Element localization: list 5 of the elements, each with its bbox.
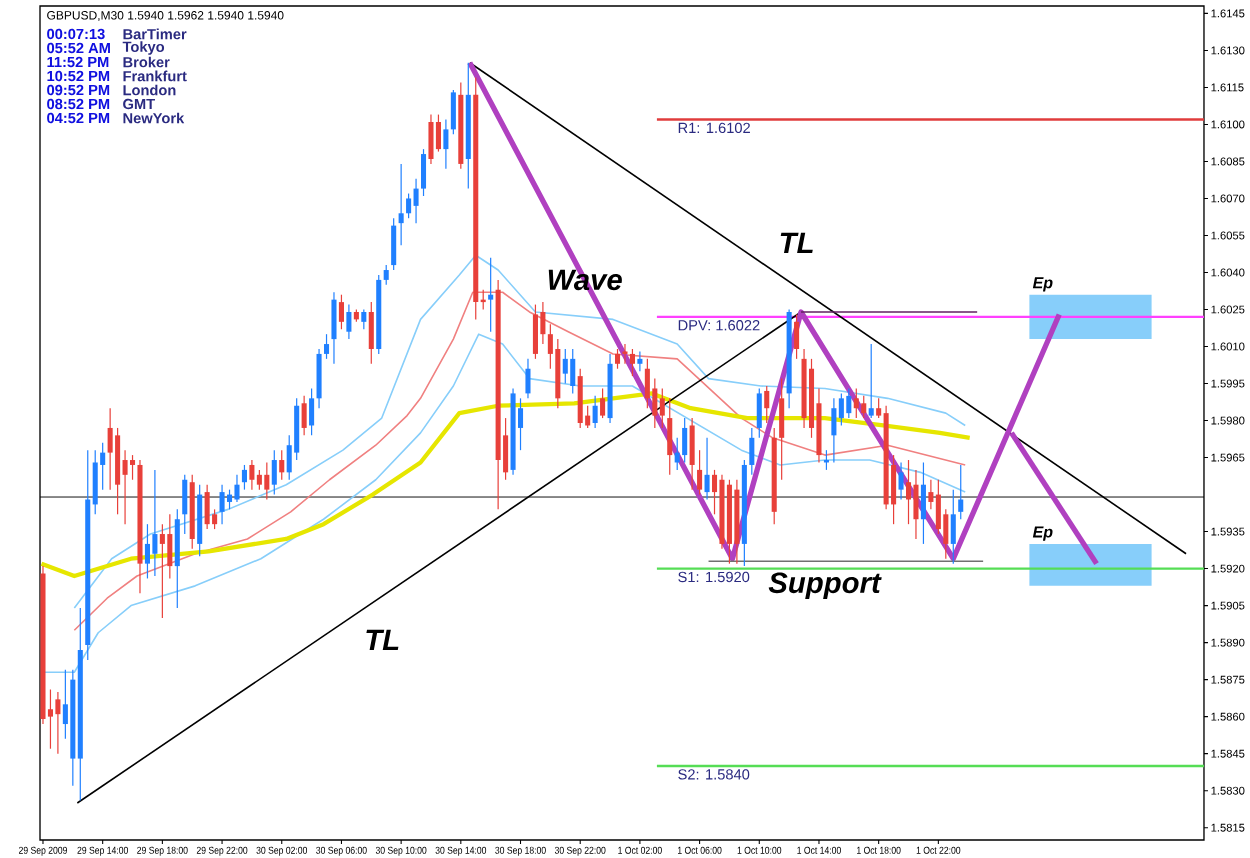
annotation: TL bbox=[366, 629, 399, 650]
band-label: Ep bbox=[1032, 277, 1053, 292]
annotation: Support bbox=[768, 572, 882, 599]
annotation: TL bbox=[780, 232, 813, 253]
band-label: Ep bbox=[1032, 526, 1053, 541]
